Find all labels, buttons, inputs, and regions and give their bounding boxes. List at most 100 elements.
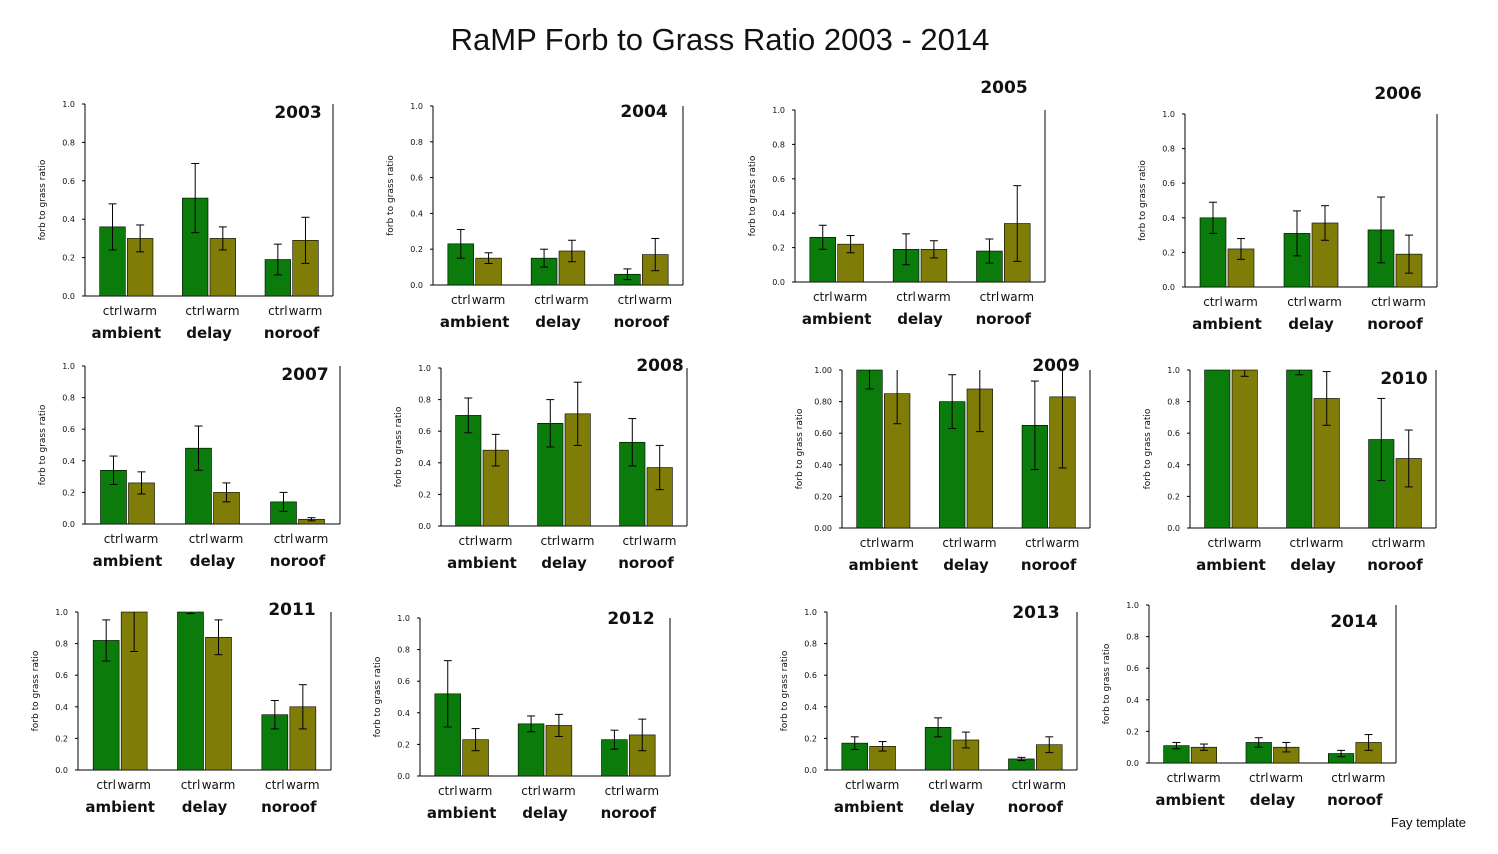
y-axis-label: forb to grass ratio xyxy=(38,404,48,485)
bar-label-warm: warm xyxy=(963,536,997,550)
panel-year-title: 2010 xyxy=(1380,369,1427,389)
y-tick-label: 0.6 xyxy=(1126,664,1139,673)
bar-label-ctrl: ctrl xyxy=(96,778,116,792)
bar-label-ctrl: ctrl xyxy=(185,304,205,318)
bar-label-warm: warm xyxy=(625,784,659,798)
y-tick-label: 1.0 xyxy=(1162,110,1175,119)
y-tick-label: 0.0 xyxy=(804,766,817,775)
bar-label-warm: warm xyxy=(1269,771,1303,785)
y-tick-label: 0.2 xyxy=(397,740,410,749)
bar-label-ctrl: ctrl xyxy=(1290,536,1310,550)
y-tick-label: 0.8 xyxy=(772,140,785,149)
y-tick-label: 1.0 xyxy=(62,100,75,109)
bar-label-warm: warm xyxy=(202,778,236,792)
bar-label-warm: warm xyxy=(117,778,151,792)
bar-label-warm: warm xyxy=(542,784,576,798)
y-tick-label: 0.4 xyxy=(62,215,75,224)
panel-year-title: 2004 xyxy=(620,102,667,122)
group-label-delay: delay xyxy=(897,310,943,328)
panel-year-title: 2011 xyxy=(268,600,315,620)
y-tick-label: 0.2 xyxy=(62,488,75,497)
y-tick-label: 1.0 xyxy=(62,362,75,371)
bar-label-ctrl: ctrl xyxy=(1167,771,1187,785)
y-axis-label: forb to grass ratio xyxy=(38,159,48,240)
y-tick-label: 0.2 xyxy=(1162,248,1175,257)
bar-label-ctrl: ctrl xyxy=(438,784,458,798)
group-label-noroof: noroof xyxy=(261,798,317,816)
chart-panel-2013: 0.0 0.2 0.4 0.6 0.8 1.0 forb to grass ratio 201… xyxy=(780,603,1078,816)
y-tick-label: 0.2 xyxy=(410,245,423,254)
bar-ctrl-ambient xyxy=(455,415,482,527)
y-tick-label: 0.2 xyxy=(1167,492,1180,501)
bar-ctrl-delay xyxy=(177,611,204,771)
bar-label-ctrl: ctrl xyxy=(928,778,948,792)
y-axis-label: forb to grass ratio xyxy=(1138,160,1148,241)
group-label-delay: delay xyxy=(1288,315,1334,333)
y-tick-label: 1.0 xyxy=(1126,601,1139,610)
y-axis-label: forb to grass ratio xyxy=(795,408,805,489)
bar-label-ctrl: ctrl xyxy=(534,293,554,307)
group-label-ambient: ambient xyxy=(447,554,517,572)
bar-ctrl-ambient xyxy=(856,369,883,529)
chart-panel-2003: 0.0 0.2 0.4 0.6 0.8 1.0 forb to grass ratio 200… xyxy=(38,100,334,342)
group-label-delay: delay xyxy=(1290,556,1336,574)
group-label-noroof: noroof xyxy=(1367,315,1423,333)
bar-label-ctrl: ctrl xyxy=(541,534,561,548)
bar-label-warm: warm xyxy=(286,778,320,792)
group-label-delay: delay xyxy=(182,798,228,816)
bar-label-ctrl: ctrl xyxy=(1203,295,1223,309)
group-label-delay: delay xyxy=(535,313,581,331)
bar-ctrl-ambient xyxy=(92,640,120,771)
group-label-delay: delay xyxy=(186,324,232,342)
y-tick-label: 0.40 xyxy=(814,461,832,470)
y-tick-label: 1.0 xyxy=(804,608,817,617)
y-tick-label: 0.6 xyxy=(62,177,75,186)
chart-panel-2005: 0.0 0.2 0.4 0.6 0.8 1.0 forb to grass ratio 200… xyxy=(748,78,1046,328)
y-tick-label: 0.0 xyxy=(772,278,785,287)
chart-panel-2014: 0.0 0.2 0.4 0.6 0.8 1.0 forb to grass ratio 201… xyxy=(1102,601,1397,809)
bar-label-warm: warm xyxy=(1032,778,1066,792)
y-tick-label: 0.8 xyxy=(804,640,817,649)
chart-panel-2009: 0.00 0.20 0.40 0.60 0.80 1.00 forb to grass ra… xyxy=(795,356,1091,574)
bar-label-warm: warm xyxy=(123,304,157,318)
bar-label-ctrl: ctrl xyxy=(451,293,471,307)
panel-year-title: 2003 xyxy=(274,103,321,123)
bar-label-ctrl: ctrl xyxy=(1371,295,1391,309)
y-tick-label: 0.8 xyxy=(55,640,68,649)
group-label-delay: delay xyxy=(190,552,236,570)
group-label-ambient: ambient xyxy=(849,556,919,574)
y-tick-label: 0.8 xyxy=(410,138,423,147)
y-tick-label: 0.0 xyxy=(62,520,75,529)
bar-label-warm: warm xyxy=(1187,771,1221,785)
chart-panel-2008: 0.0 0.2 0.4 0.6 0.8 1.0 forb to grass ratio 200… xyxy=(394,356,688,572)
bar-label-ctrl: ctrl xyxy=(181,778,201,792)
y-tick-label: 0.60 xyxy=(814,429,832,438)
y-tick-label: 0.0 xyxy=(418,522,431,531)
bar-label-ctrl: ctrl xyxy=(103,304,123,318)
y-tick-label: 0.2 xyxy=(55,734,68,743)
bar-label-warm: warm xyxy=(866,778,900,792)
group-label-noroof: noroof xyxy=(1367,556,1423,574)
bar-label-warm: warm xyxy=(459,784,493,798)
bar-label-warm: warm xyxy=(1310,536,1344,550)
panel-year-title: 2013 xyxy=(1012,603,1059,623)
bar-label-warm: warm xyxy=(1224,295,1258,309)
y-tick-label: 1.0 xyxy=(418,364,431,373)
y-tick-label: 0.2 xyxy=(804,734,817,743)
bar-label-ctrl: ctrl xyxy=(860,536,880,550)
group-label-ambient: ambient xyxy=(1155,791,1225,809)
bar-label-warm: warm xyxy=(834,290,868,304)
y-tick-label: 0.8 xyxy=(62,394,75,403)
chart-main-title: RaMP Forb to Grass Ratio 2003 - 2014 xyxy=(450,22,990,57)
y-tick-label: 0.0 xyxy=(62,292,75,301)
y-tick-label: 0.4 xyxy=(1167,461,1180,470)
chart-panel-2004: 0.0 0.2 0.4 0.6 0.8 1.0 forb to grass ratio 200… xyxy=(386,102,684,331)
y-tick-label: 0.0 xyxy=(1167,524,1180,533)
bar-label-ctrl: ctrl xyxy=(845,778,865,792)
y-tick-label: 0.0 xyxy=(1162,283,1175,292)
bar-label-ctrl: ctrl xyxy=(980,290,1000,304)
panel-year-title: 2009 xyxy=(1032,356,1079,376)
bar-label-ctrl: ctrl xyxy=(1331,771,1351,785)
